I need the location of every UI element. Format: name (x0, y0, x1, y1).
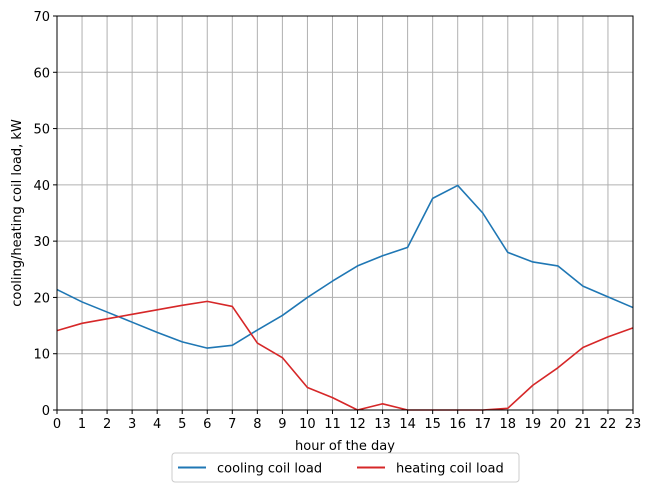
x-tick-label: 7 (228, 417, 236, 432)
x-axis-label: hour of the day (295, 439, 395, 454)
x-tick-label: 20 (550, 417, 567, 432)
x-tick-label: 18 (500, 417, 517, 432)
series-line-cooling (56, 184, 634, 349)
x-tick-label: 2 (103, 417, 111, 432)
x-tick-label: 23 (625, 417, 642, 432)
y-axis-label: cooling/heating coil load, kW (10, 119, 25, 307)
x-tick-label: 12 (349, 417, 366, 432)
y-tick-label: 70 (33, 10, 50, 25)
y-tick-label: 50 (33, 123, 50, 138)
x-tick-label: 21 (575, 417, 592, 432)
x-tick-label: 14 (399, 417, 416, 432)
y-tick-label: 60 (33, 66, 50, 81)
y-tick-label: 20 (33, 291, 50, 306)
x-tick-label: 15 (424, 417, 441, 432)
series-line-heating (56, 300, 634, 411)
y-tick-label: 30 (33, 235, 50, 250)
x-tick-label: 8 (253, 417, 261, 432)
x-tick-label: 1 (78, 417, 86, 432)
x-tick-label: 22 (600, 417, 617, 432)
x-tick-label: 13 (374, 417, 391, 432)
x-tick-label: 5 (178, 417, 186, 432)
x-tick-label: 9 (278, 417, 286, 432)
legend-label-heating: heating coil load (396, 462, 504, 477)
x-tick-label: 4 (153, 417, 161, 432)
legend: cooling coil load heating coil load (171, 452, 520, 483)
x-tick-label: 10 (299, 417, 316, 432)
plot-frame (56, 15, 634, 411)
x-tick-label: 6 (203, 417, 211, 432)
y-tick-label: 10 (33, 348, 50, 363)
y-tick-label: 40 (33, 179, 50, 194)
legend-label-cooling: cooling coil load (217, 462, 322, 477)
grid (56, 15, 634, 411)
x-tick-label: 16 (449, 417, 466, 432)
x-tick-label: 17 (474, 417, 491, 432)
x-tick-label: 0 (53, 417, 61, 432)
x-tick-label: 3 (128, 417, 136, 432)
y-tick-label: 0 (42, 404, 50, 419)
axis-ticks: 0 1 2 3 4 5 6 7 8 9 10 11 12 13 14 15 16 17 18 19 20 21 22 2301… (33, 10, 641, 432)
legend-box (171, 452, 520, 483)
x-tick-label: 19 (525, 417, 542, 432)
x-tick-label: 11 (324, 417, 341, 432)
